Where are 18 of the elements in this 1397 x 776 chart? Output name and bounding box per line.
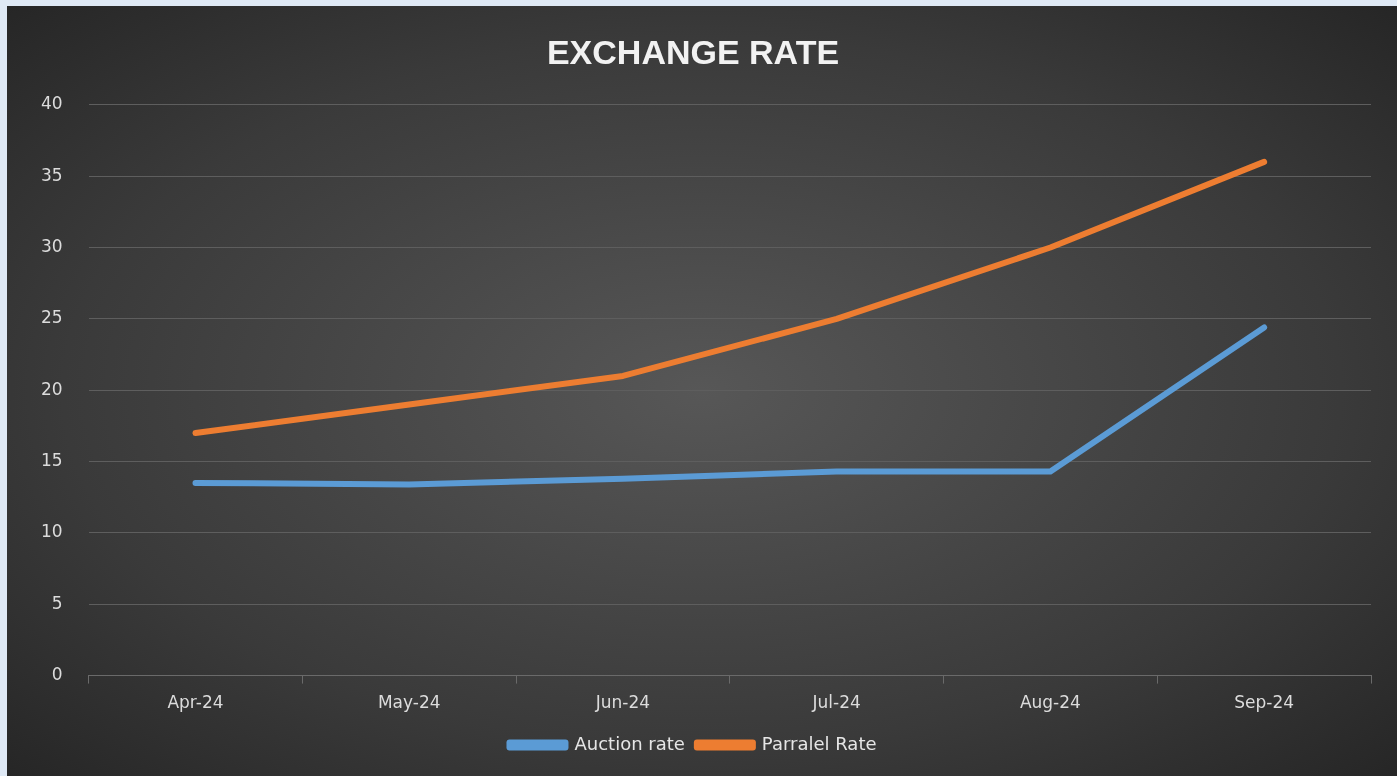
x-tick-label: Aug-24 [1019, 692, 1081, 713]
legend-label: Parralel Rate [761, 732, 877, 754]
x-tick-label: Sep-24 [1234, 692, 1295, 713]
y-tick-label: 40 [40, 93, 63, 114]
y-tick-label: 10 [40, 521, 63, 542]
y-tick-label: 25 [40, 307, 63, 328]
x-tick-label: Jul-24 [811, 692, 861, 713]
y-tick-label: 5 [51, 592, 63, 613]
y-tick-label: 0 [51, 664, 63, 685]
y-tick-label: 20 [40, 378, 63, 399]
y-tick-label: 35 [40, 164, 63, 185]
y-tick-label: 30 [40, 235, 63, 256]
legend-label: Auction rate [574, 732, 685, 754]
y-tick-label: 15 [40, 449, 63, 470]
x-tick-label: May-24 [377, 692, 441, 713]
x-tick-label: Apr-24 [167, 692, 224, 713]
chart-title: EXCHANGE RATE [546, 32, 840, 71]
x-tick-label: Jun-24 [594, 692, 651, 713]
